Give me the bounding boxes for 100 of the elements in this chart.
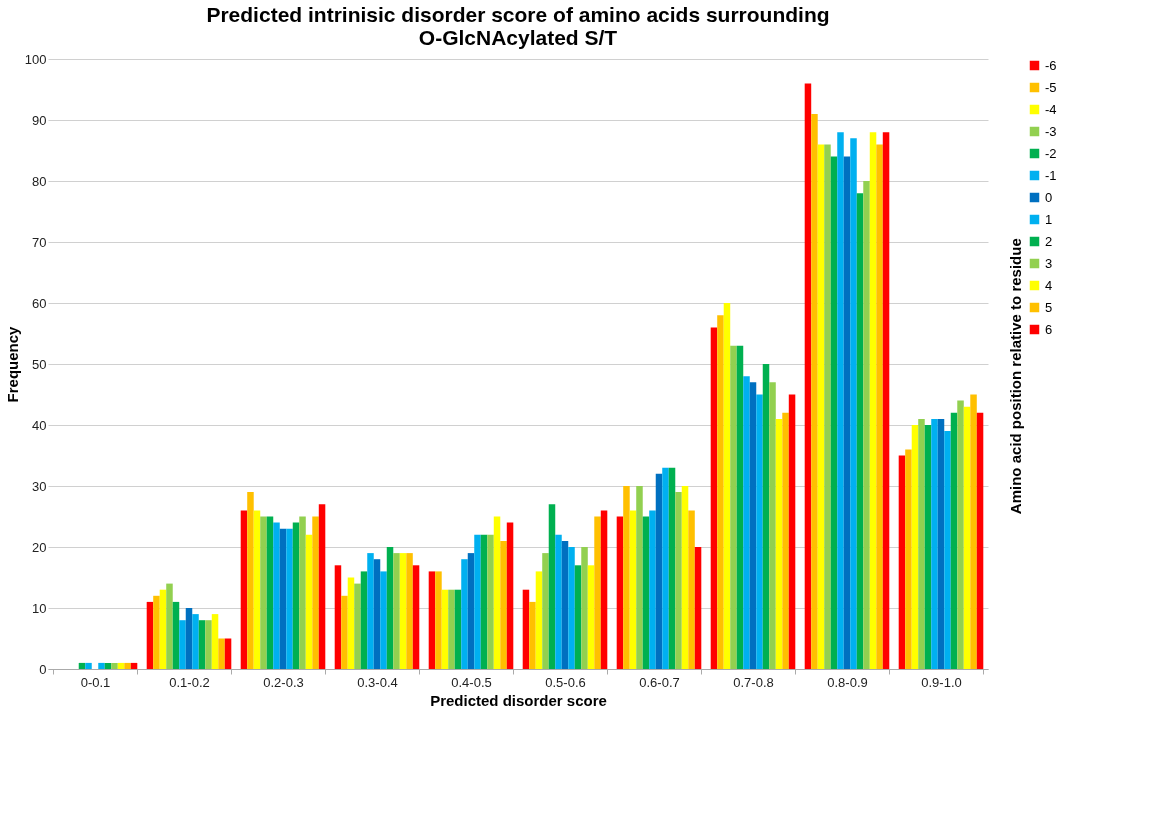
bar [581, 547, 588, 669]
y-tick-label: 40 [32, 417, 47, 433]
bar [529, 601, 536, 669]
bar [775, 418, 783, 669]
bar [681, 486, 689, 669]
bar [688, 510, 695, 669]
legend-label: 1 [1045, 211, 1053, 227]
bar [944, 431, 951, 669]
bar [393, 553, 400, 669]
bar [500, 540, 507, 669]
bar [480, 534, 488, 669]
bar [354, 583, 361, 669]
legend-label: 6 [1045, 321, 1053, 337]
bar [824, 144, 831, 669]
y-tick-label: 80 [32, 173, 47, 189]
bar [166, 583, 173, 669]
bar [360, 571, 368, 669]
bar [399, 553, 407, 669]
bar [185, 608, 193, 669]
bar [111, 662, 118, 669]
legend-label: -2 [1045, 145, 1057, 161]
x-tick-label: 0.4-0.5 [451, 674, 492, 690]
bar [441, 589, 449, 669]
bar [334, 565, 342, 669]
bar [347, 577, 355, 669]
legend-label: 4 [1045, 277, 1053, 293]
bar [253, 510, 261, 669]
bar [493, 516, 501, 669]
bar [224, 638, 232, 669]
bar [380, 571, 387, 669]
bar [198, 620, 206, 669]
bar [117, 662, 125, 669]
bar [487, 534, 494, 669]
bar [937, 418, 945, 669]
bar [743, 376, 750, 669]
y-tick-label: 70 [32, 234, 47, 250]
bar [788, 394, 796, 669]
bar [124, 662, 131, 669]
y-tick-label: 50 [32, 356, 47, 372]
legend-label: -6 [1045, 57, 1057, 73]
legend-label: -1 [1045, 167, 1057, 183]
bar [837, 132, 844, 669]
bar [367, 553, 374, 669]
bar [568, 547, 575, 669]
bar [976, 412, 984, 669]
x-tick-label: 0.1-0.2 [169, 674, 210, 690]
y-tick-label: 90 [32, 112, 47, 128]
bar [662, 467, 669, 669]
legend-label: 0 [1045, 189, 1053, 205]
bar [85, 662, 92, 669]
y-axis-title: Frequency [3, 325, 21, 403]
x-axis-title: Predicted disorder score [430, 691, 607, 709]
x-tick-label: 0.2-0.3 [263, 674, 304, 690]
bar [668, 467, 676, 669]
bar [428, 571, 436, 669]
bar [710, 327, 718, 669]
bar [205, 620, 212, 669]
bar [717, 315, 724, 669]
bar [931, 418, 938, 669]
bar [159, 589, 167, 669]
x-tick-label: 0.3-0.4 [357, 674, 398, 690]
legend-label: 5 [1045, 299, 1053, 315]
legend-label: 3 [1045, 255, 1053, 271]
bar [963, 406, 971, 669]
bar [649, 510, 656, 669]
bar [146, 601, 154, 669]
x-tick-label: 0-0.1 [80, 674, 111, 690]
bar [506, 522, 514, 669]
legend-label: -3 [1045, 123, 1057, 139]
bar [78, 662, 86, 669]
bar [876, 144, 883, 669]
legend-label: -4 [1045, 101, 1057, 117]
bar [869, 132, 877, 669]
bar [730, 345, 737, 669]
x-tick-label: 0.6-0.7 [639, 674, 680, 690]
bar [629, 510, 637, 669]
bar [769, 382, 776, 669]
bar [950, 412, 958, 669]
bar [448, 589, 455, 669]
bar [172, 601, 180, 669]
x-tick-label: 0.9-1.0 [921, 674, 962, 690]
bar [970, 394, 977, 669]
bar [292, 522, 300, 669]
bar [924, 425, 932, 669]
bar [412, 565, 420, 669]
x-tick-label: 0.7-0.8 [733, 674, 774, 690]
text: O-GlcNAcylated S/T [418, 26, 618, 49]
bar [587, 565, 595, 669]
bar [279, 528, 287, 669]
bar [318, 504, 326, 669]
legend-label: -5 [1045, 79, 1057, 95]
y-tick-label: 30 [32, 478, 47, 494]
bar [386, 547, 394, 669]
bar [756, 394, 763, 669]
bar [130, 662, 138, 669]
bar [723, 303, 731, 669]
bar [373, 559, 381, 669]
bar [522, 589, 530, 669]
bar [305, 534, 313, 669]
text: Predicted intrinisic disorder score of amino acids surrounding [206, 3, 830, 26]
